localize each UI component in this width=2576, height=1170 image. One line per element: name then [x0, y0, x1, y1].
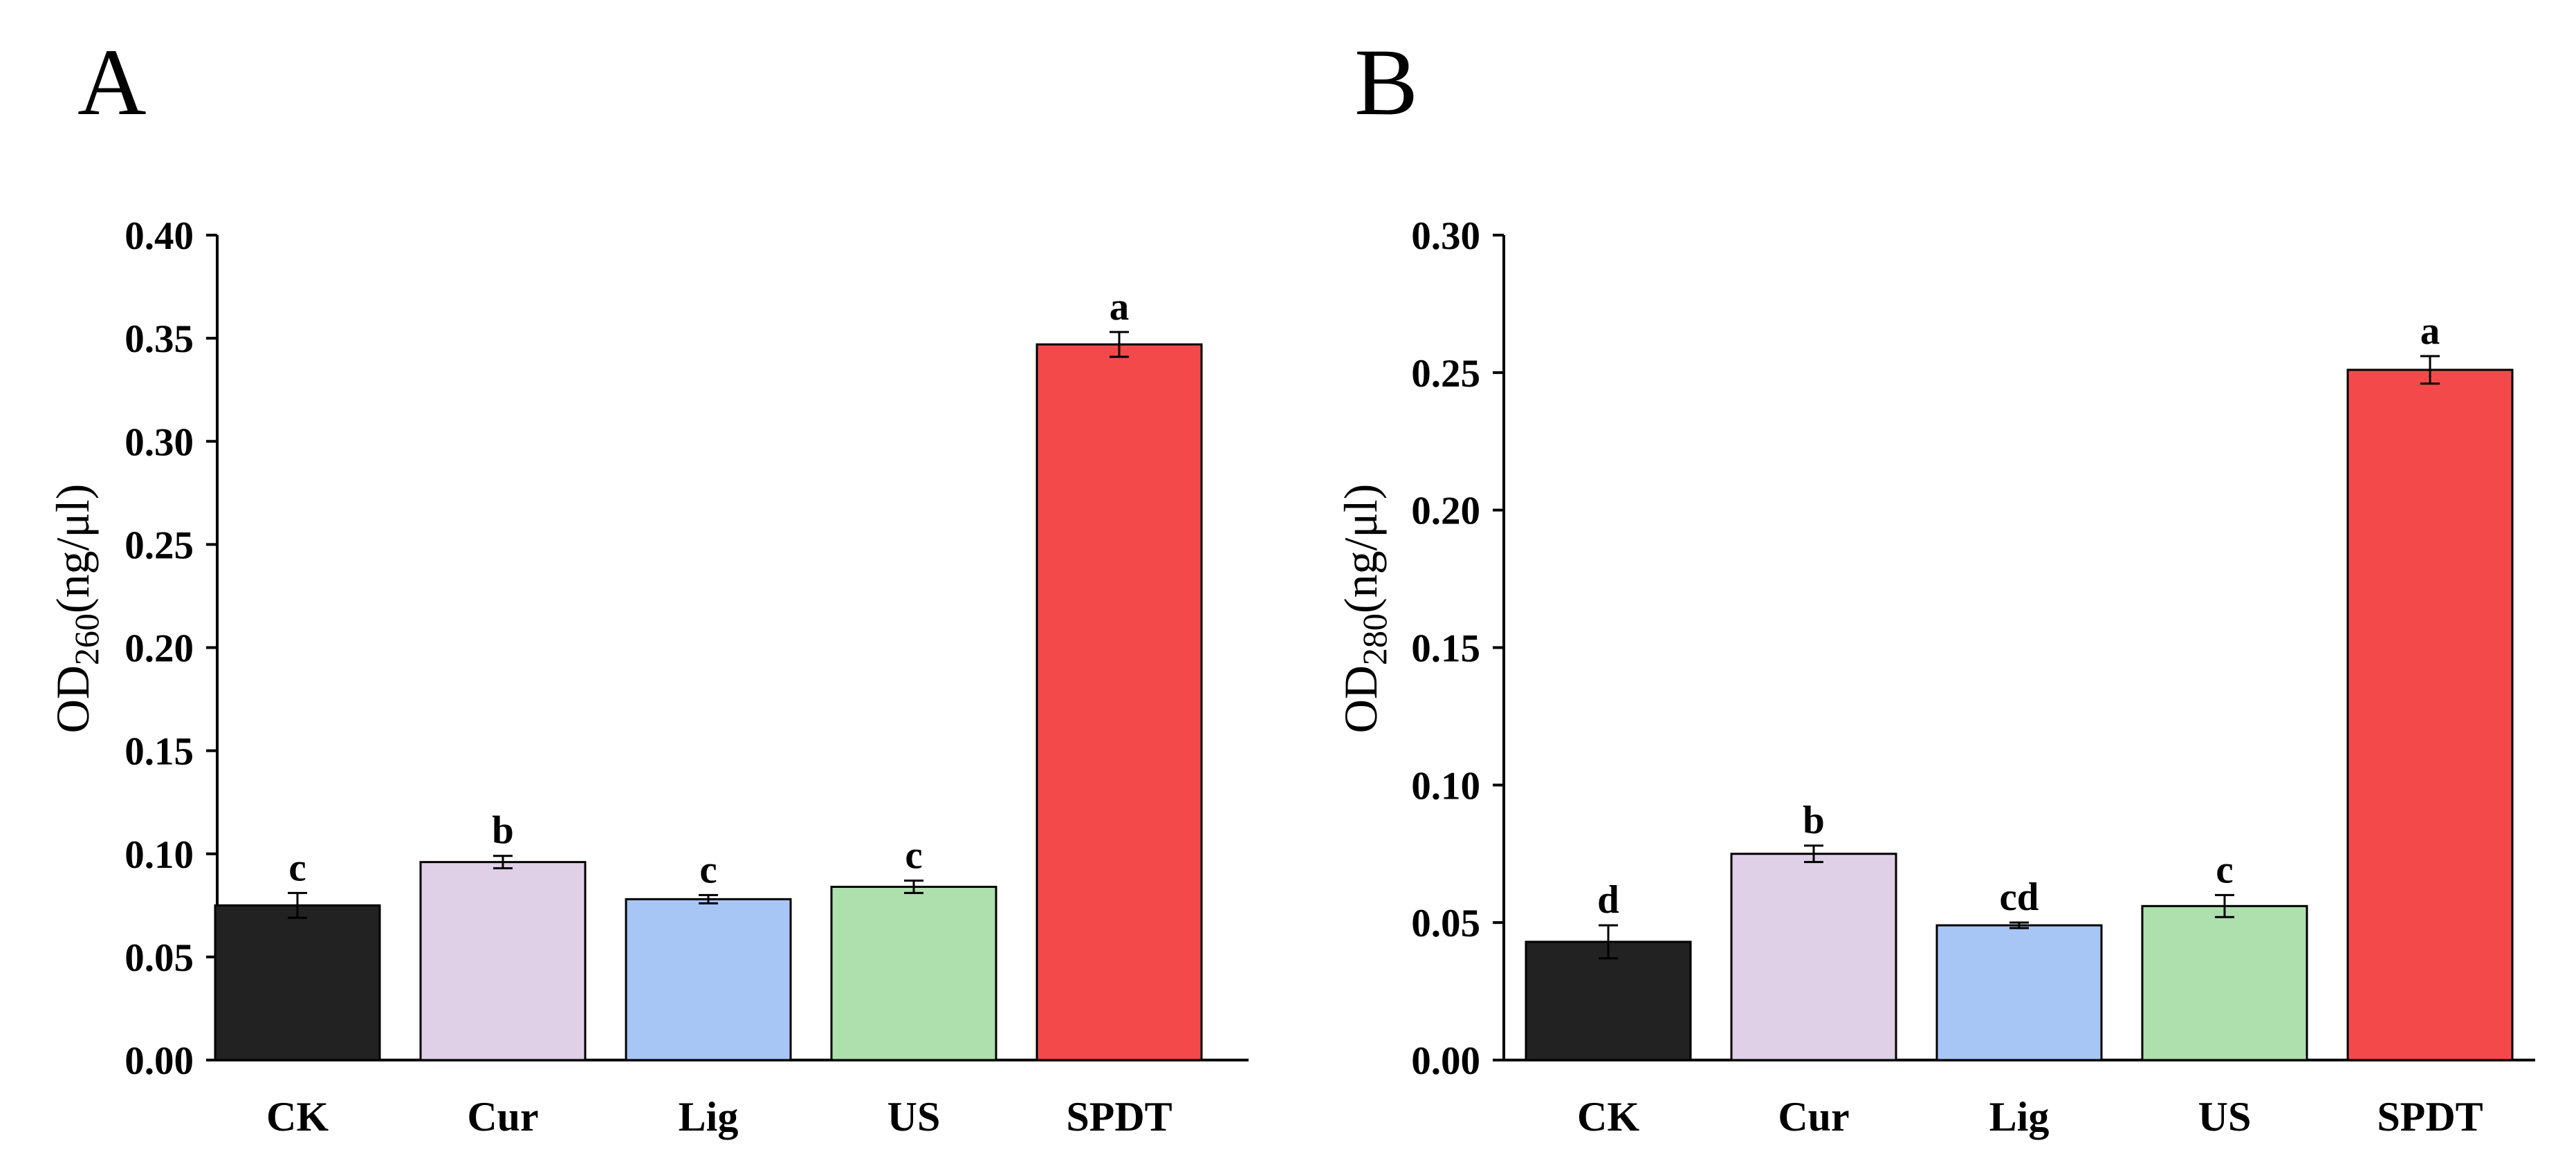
- panel-b-category-label-cur: Cur: [1778, 1094, 1849, 1140]
- panel-a-significance-us: c: [905, 834, 922, 878]
- panel-a-y-tick-label: 0.10: [125, 833, 194, 877]
- panel-a-significance-cur: b: [492, 809, 514, 853]
- panel-a-category-label-cur: Cur: [467, 1094, 538, 1140]
- panel-a: A OD260(ng/μl) 0.00 0.05 0.10 0.15 0.20 0.25 0…: [46, 29, 1249, 1140]
- panel-b-significance-us: c: [2216, 848, 2233, 891]
- panel-a-bar-lig: [625, 898, 792, 1061]
- panel-a-y-tick-label: 0.25: [125, 523, 194, 567]
- panel-b-y-tick-label: 0.15: [1411, 627, 1480, 671]
- panel-b-category-label-lig: Lig: [1989, 1094, 2050, 1140]
- panel-a-bar-us: [830, 885, 997, 1061]
- panel-b: B OD280(ng/μl) 0.00 0.05 0.10 0.15 0.20 0.25 0…: [1334, 29, 2535, 1140]
- panel-b-bar-spdt: [2346, 369, 2514, 1061]
- panel-a-y-tick-label: 0.00: [125, 1039, 194, 1083]
- panel-a-y-tick-label: 0.05: [125, 936, 194, 980]
- panel-b-y-tick-label: 0.05: [1411, 902, 1480, 945]
- panel-b-category-label-spdt: SPDT: [2377, 1094, 2483, 1140]
- panel-b-category-label-ck: CK: [1577, 1094, 1639, 1140]
- panel-a-y-tick-label: 0.30: [125, 420, 194, 464]
- panel-b-y-tick-label: 0.00: [1411, 1039, 1480, 1083]
- panel-a-significance-spdt: a: [1110, 285, 1130, 328]
- panel-a-y-tick-label: 0.40: [125, 214, 194, 258]
- panel-a-bar-spdt: [1036, 343, 1203, 1061]
- panel-b-y-tick-label: 0.10: [1411, 764, 1480, 808]
- panel-b-bar-ck: [1525, 940, 1692, 1061]
- panel-b-category-label-us: US: [2198, 1094, 2252, 1140]
- panel-a-y-tick-label: 0.15: [125, 730, 194, 774]
- panel-b-bar-lig: [1935, 924, 2103, 1061]
- panel-a-bar-cur: [419, 861, 587, 1061]
- panel-a-y-axis-label: OD260(ng/μl): [46, 484, 106, 734]
- panel-b-significance-ck: d: [1597, 878, 1619, 922]
- panel-a-category-label-lig: Lig: [679, 1094, 739, 1140]
- panel-b-y-axis-label: OD280(ng/μl): [1334, 484, 1394, 734]
- panel-a-significance-lig: c: [699, 848, 717, 891]
- panel-b-label: B: [1354, 29, 1418, 135]
- panel-a-category-label-us: US: [887, 1094, 941, 1140]
- panel-a-label: A: [77, 29, 147, 135]
- panel-a-y-tick-label: 0.20: [125, 627, 194, 671]
- panel-a-category-label-ck: CK: [266, 1094, 329, 1140]
- panel-a-category-label-spdt: SPDT: [1066, 1094, 1172, 1140]
- panel-b-y-tick-label: 0.20: [1411, 490, 1480, 533]
- panel-b-y-tick-label: 0.25: [1411, 352, 1480, 396]
- panel-b-bar-cur: [1730, 853, 1897, 1061]
- panel-b-significance-lig: cd: [2000, 875, 2039, 919]
- panel-b-bar-us: [2141, 904, 2308, 1061]
- panel-b-significance-spdt: a: [2420, 309, 2440, 353]
- panel-a-bar-ck: [214, 904, 381, 1061]
- panel-a-significance-ck: c: [288, 846, 306, 889]
- panel-b-y-tick-label: 0.30: [1411, 214, 1480, 258]
- panel-b-significance-cur: b: [1803, 799, 1825, 842]
- panel-a-y-tick-label: 0.35: [125, 317, 194, 361]
